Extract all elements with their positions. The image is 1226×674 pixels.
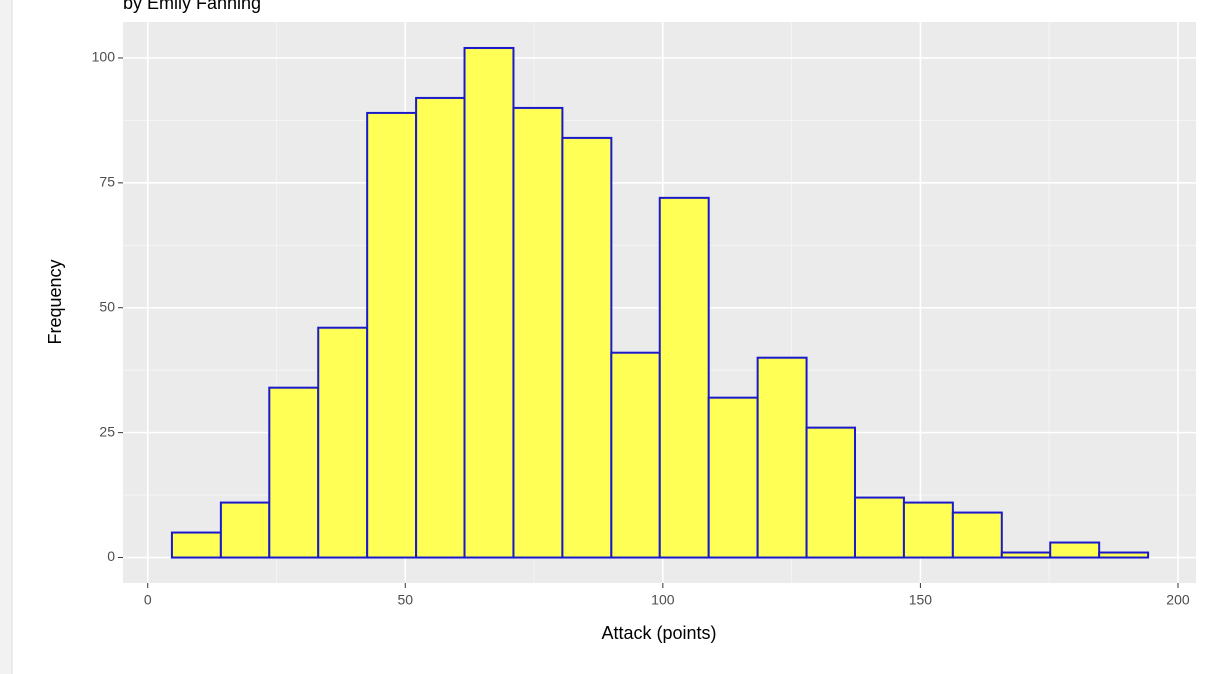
bar: [415, 96, 466, 559]
bar: [1098, 551, 1150, 559]
bar: [805, 426, 856, 559]
x-tick-label: 200: [1166, 592, 1190, 608]
bar: [853, 496, 905, 559]
x-tick-label: 100: [651, 592, 675, 608]
bar: [561, 136, 613, 559]
x-tick-label: 50: [397, 592, 413, 608]
bar: [512, 106, 564, 559]
bar: [170, 531, 222, 559]
bar: [902, 501, 954, 559]
subtitle: by Emily Fanning: [123, 0, 261, 13]
bar: [756, 356, 808, 559]
y-tick-label: 25: [99, 423, 115, 439]
bar: [463, 46, 515, 559]
x-axis-title: Attack (points): [601, 623, 716, 643]
bar: [219, 501, 271, 559]
bar: [707, 396, 759, 559]
y-tick-label: 75: [99, 174, 115, 190]
y-tick-label: 50: [99, 298, 115, 314]
x-tick-label: 0: [144, 592, 152, 608]
y-tick-label: 0: [107, 548, 115, 564]
bar: [268, 386, 320, 559]
bar: [366, 111, 418, 559]
bar: [1000, 551, 1052, 559]
bar: [951, 511, 1003, 559]
x-tick-label: 150: [909, 592, 933, 608]
bar: [317, 326, 369, 559]
y-axis-title: Frequency: [45, 259, 65, 344]
y-tick-label: 100: [92, 49, 116, 65]
bar: [658, 196, 710, 559]
side-strip: [0, 0, 12, 674]
bar: [610, 351, 661, 559]
bar: [1049, 541, 1101, 559]
